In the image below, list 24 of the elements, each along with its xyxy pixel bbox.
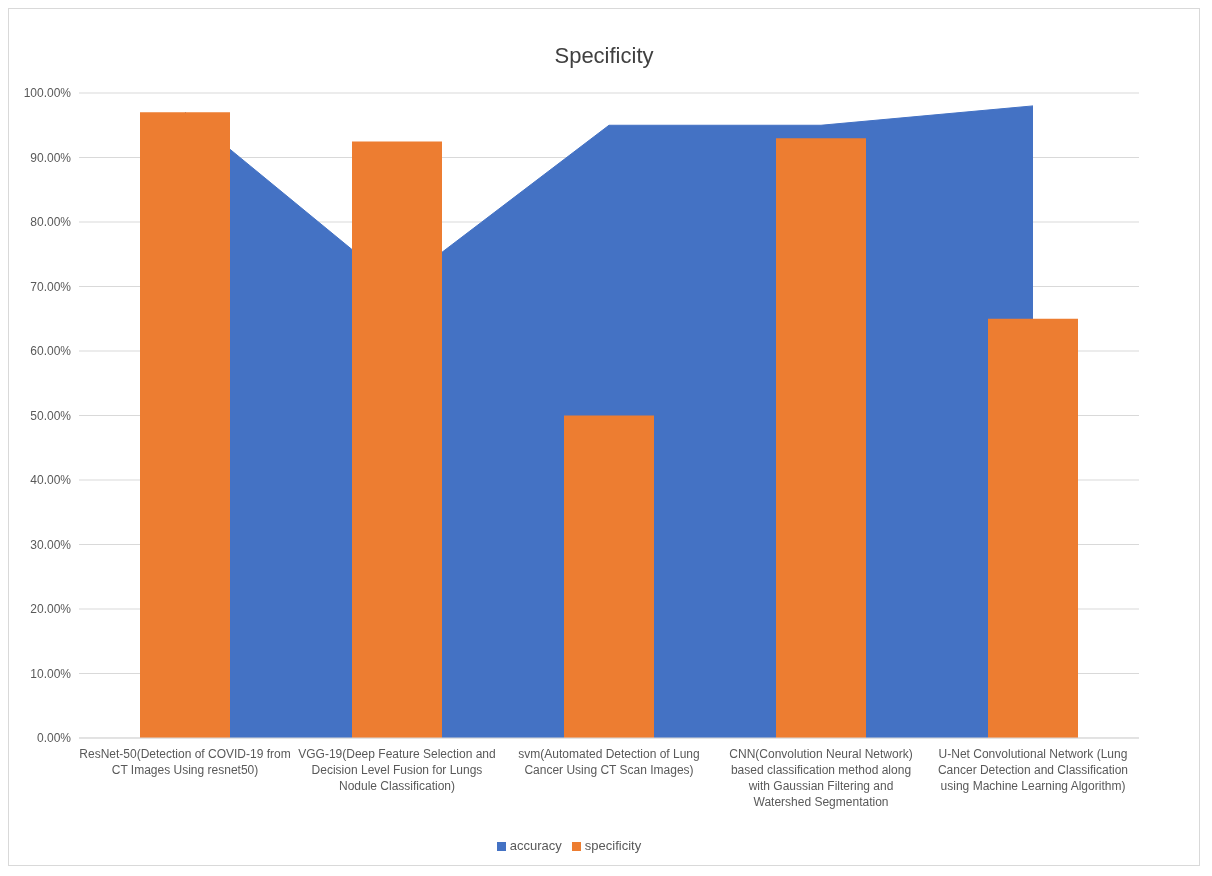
bar [776, 138, 866, 738]
x-tick-label: ResNet-50(Detection of COVID-19 from CT Images Using resnet50) [79, 747, 291, 777]
bar [352, 141, 442, 738]
y-tick-label: 30.00% [30, 537, 72, 552]
bar [564, 415, 654, 738]
y-tick-label: 50.00% [30, 408, 72, 423]
y-tick-label: 80.00% [30, 215, 72, 230]
bar [140, 112, 230, 738]
bar [988, 318, 1078, 738]
legend-label: accuracy [509, 838, 562, 853]
x-tick-label: svm(Automated Detection of Lung Cancer Using CT Scan Images) [518, 747, 700, 777]
y-tick-label: 60.00% [30, 344, 72, 359]
y-tick-label: 20.00% [30, 602, 72, 617]
chart-title: Specificity [553, 42, 655, 70]
x-tick-label: U-Net Convolutional Network (Lung Cancer Detection and Classification using Machine Learning Algorithm) [937, 747, 1129, 793]
y-tick-label: 100.00% [23, 86, 72, 101]
y-tick-label: 0.00% [36, 731, 72, 746]
y-tick-label: 40.00% [30, 473, 72, 488]
x-tick-label: CNN(Convolution Neural Network) based classification method along with Gaussian Filtering and Watershed Segmentation [729, 747, 913, 809]
y-tick-label: 10.00% [30, 666, 72, 681]
x-tick-label: VGG-19(Deep Feature Selection and Decision Level Fusion for Lungs Nodule Classification) [298, 747, 496, 793]
y-tick-label: 90.00% [30, 150, 72, 165]
y-tick-label: 70.00% [30, 279, 72, 294]
legend-label: specificity [584, 838, 642, 853]
